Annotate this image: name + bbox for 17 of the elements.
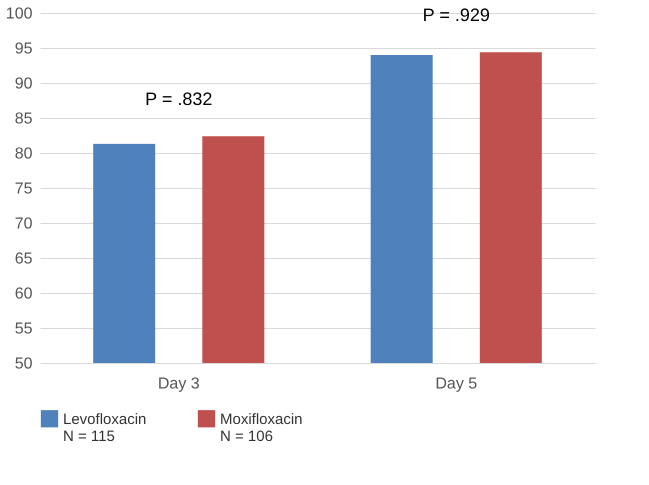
y-tick-label: 80 <box>14 146 33 162</box>
y-tick-label: 95 <box>14 40 33 58</box>
y-tick-label: 85 <box>14 110 33 128</box>
y-tick-label: 90 <box>14 76 33 92</box>
annotation: P = .832 <box>145 89 212 110</box>
y-tick-label: 50 <box>14 356 33 372</box>
y-tick-label: 65 <box>14 250 33 268</box>
x-tick-label: Day 5 <box>435 376 478 392</box>
legend-label: Moxifloxacin N = 106 <box>220 410 303 445</box>
y-tick-label: 60 <box>14 286 33 302</box>
y-tick-label: 75 <box>14 180 33 198</box>
annotation: P = .929 <box>422 5 490 26</box>
legend-label: Levofloxacin N = 115 <box>63 410 146 445</box>
y-tick-label: 100 <box>6 6 33 22</box>
x-tick-label: Day 3 <box>158 376 200 392</box>
y-tick-label: 55 <box>14 320 33 338</box>
y-tick-label: 70 <box>14 216 33 232</box>
